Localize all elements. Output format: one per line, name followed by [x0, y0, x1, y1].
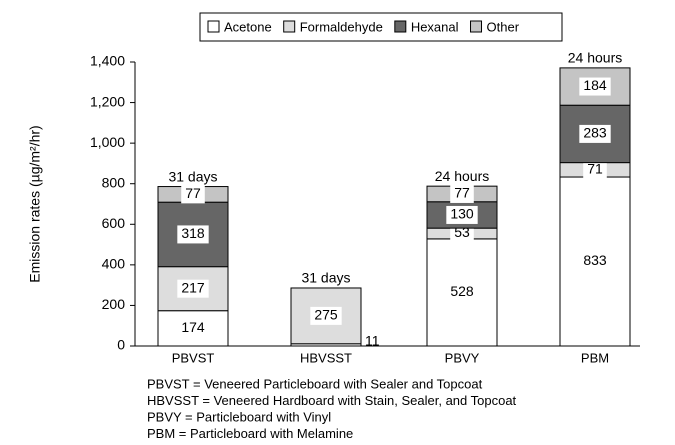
y-tick-label: 200 [102, 296, 126, 312]
data-label-bg [450, 184, 474, 203]
data-label-bg [579, 252, 611, 271]
x-tick-label: HBVSST [300, 350, 352, 365]
bar-annotation: 24 hours [435, 168, 489, 184]
data-label-bg [181, 185, 205, 204]
y-tick-label: 0 [117, 337, 125, 353]
data-label-bg [446, 283, 478, 302]
legend-label: Formaldehyde [300, 19, 383, 34]
footnote: PBVST = Veneered Particleboard with Seal… [147, 376, 483, 391]
data-label-bg [583, 160, 607, 179]
y-tick-label: 1,200 [90, 93, 125, 109]
x-tick-label: PBVY [445, 350, 480, 365]
data-label-bg [310, 306, 342, 325]
data-label-bg [450, 224, 474, 243]
data-label: 184 [583, 77, 607, 93]
bar-annotation: 31 days [168, 168, 217, 184]
legend-label: Acetone [224, 19, 272, 34]
legend-label: Other [487, 19, 520, 34]
legend-swatch [470, 20, 483, 33]
legend-swatch [207, 20, 220, 33]
y-tick-label: 1,400 [90, 53, 125, 69]
bar-segment [157, 201, 229, 268]
legend-label: Hexanal [411, 19, 459, 34]
data-label: 217 [181, 279, 205, 295]
legend-swatch [283, 20, 296, 33]
data-label: 275 [314, 307, 338, 323]
data-label: 283 [583, 125, 607, 141]
data-label: 174 [181, 319, 205, 335]
x-tick-label: PBVST [172, 350, 215, 365]
y-tick-label: 1,000 [90, 134, 125, 150]
y-axis-label: Emission rates (µg/m²/hr) [27, 125, 43, 282]
data-label-bg [177, 319, 209, 338]
footnote: PBM = Particleboard with Melamine [147, 426, 353, 441]
footnote: HBVSST = Veneered Hardboard with Stain, … [147, 393, 517, 408]
legend-box [199, 12, 563, 42]
data-label: 130 [450, 206, 474, 222]
data-label-bg [579, 124, 611, 143]
x-tick-label: PBM [581, 350, 609, 365]
footnote: PBVY = Particleboard with Vinyl [147, 409, 331, 424]
data-label: 11 [365, 332, 380, 348]
bar-annotation: 24 hours [568, 50, 622, 66]
data-label-bg [177, 225, 209, 244]
data-label: 77 [185, 185, 201, 201]
data-label: 71 [587, 161, 603, 177]
bar-annotation: 31 days [301, 270, 350, 286]
data-label-bg [446, 205, 478, 224]
y-tick-label: 800 [102, 174, 126, 190]
data-label-bg [579, 77, 611, 96]
legend-swatch [394, 20, 407, 33]
data-label: 318 [181, 225, 205, 241]
data-label: 528 [450, 283, 474, 299]
y-tick-label: 400 [102, 256, 126, 272]
y-tick-label: 600 [102, 215, 126, 231]
data-label-bg [177, 279, 209, 298]
data-label: 833 [583, 252, 607, 268]
data-label: 77 [454, 185, 470, 201]
